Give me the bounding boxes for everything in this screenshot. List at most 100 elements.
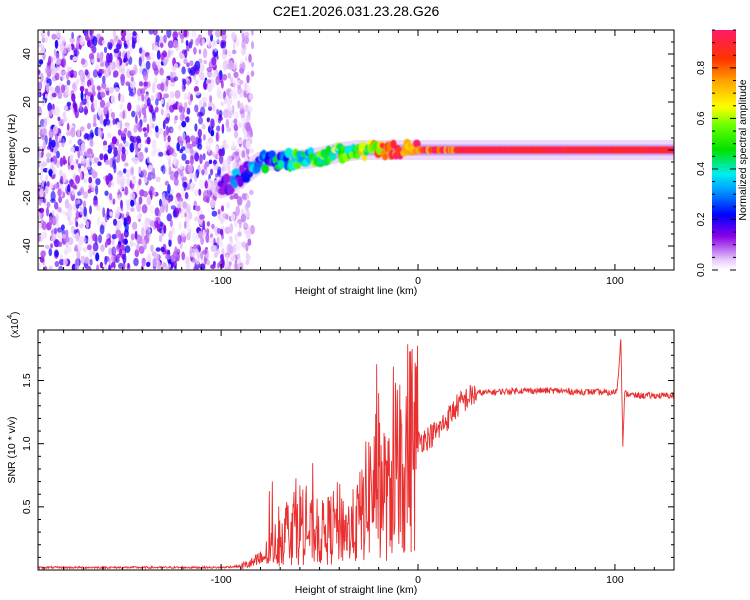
noise-speckle — [41, 99, 46, 107]
noise-speckle — [155, 98, 159, 106]
y-tick-label: -40 — [21, 238, 33, 253]
track-blob — [284, 147, 293, 158]
noise-speckle — [64, 229, 69, 237]
noise-speckle — [215, 173, 219, 178]
noise-speckle — [244, 31, 250, 38]
noise-speckle — [227, 108, 234, 119]
colorbar-tick-label: 0.2 — [696, 212, 707, 226]
noise-speckle — [236, 196, 243, 206]
noise-speckle — [215, 131, 219, 142]
noise-speckle — [89, 258, 93, 266]
noise-speckle — [64, 85, 70, 96]
noise-speckle — [163, 224, 167, 234]
noise-speckle — [186, 232, 191, 241]
noise-speckle — [247, 238, 252, 246]
noise-speckle — [57, 188, 62, 197]
noise-speckle — [166, 213, 172, 222]
noise-speckle — [146, 229, 151, 239]
noise-speckle — [105, 175, 110, 186]
noise-speckle — [83, 134, 87, 140]
noise-speckle — [157, 59, 161, 66]
noise-speckle — [129, 44, 133, 53]
noise-speckle — [50, 198, 56, 203]
y-tick-label: 0 — [21, 147, 33, 153]
noise-speckle — [41, 231, 48, 239]
noise-speckle — [197, 128, 202, 138]
noise-speckle — [58, 196, 62, 204]
noise-speckle — [51, 109, 56, 116]
noise-speckle — [230, 77, 233, 84]
noise-speckle — [111, 136, 117, 145]
noise-speckle — [89, 249, 93, 258]
noise-speckle — [246, 74, 250, 84]
noise-speckle — [104, 190, 109, 196]
noise-speckle — [131, 179, 137, 185]
noise-speckle — [79, 101, 83, 112]
noise-speckle — [82, 247, 88, 252]
noise-speckle — [80, 150, 83, 157]
noise-speckle — [248, 93, 254, 100]
noise-speckle — [87, 236, 94, 245]
noise-speckle — [131, 242, 137, 247]
noise-speckle — [200, 251, 204, 260]
noise-speckle — [118, 65, 123, 74]
noise-speckle — [245, 209, 251, 218]
noise-speckle — [93, 113, 97, 124]
noise-speckle — [65, 242, 69, 248]
noise-speckle — [88, 157, 92, 162]
noise-speckle — [186, 62, 190, 67]
noise-speckle — [199, 154, 203, 165]
noise-speckle — [121, 146, 126, 154]
noise-speckle — [189, 155, 194, 166]
noise-speckle — [141, 239, 146, 246]
noise-speckle — [218, 148, 223, 157]
noise-speckle — [80, 255, 86, 265]
noise-speckle — [158, 128, 163, 135]
noise-speckle — [233, 220, 238, 228]
noise-speckle — [197, 138, 201, 144]
noise-speckle — [133, 257, 139, 267]
noise-speckle — [126, 68, 132, 79]
noise-speckle — [153, 67, 159, 76]
noise-speckle — [201, 38, 205, 45]
noise-speckle — [169, 71, 173, 80]
noise-speckle — [44, 244, 50, 250]
noise-speckle — [184, 221, 187, 229]
noise-speckle — [38, 42, 43, 48]
snr-plot: -100 0 100 0.5 1.0 1.5 Height of straight li… — [5, 312, 675, 596]
noise-speckle — [119, 248, 122, 256]
noise-speckle — [109, 174, 114, 181]
noise-speckle — [120, 30, 127, 38]
noise-speckle — [136, 34, 140, 43]
colorbar-axis: 0.0 0.2 0.4 0.6 0.8 — [696, 29, 736, 277]
noise-speckle — [246, 114, 250, 122]
noise-speckle — [194, 205, 201, 212]
noise-speckle — [212, 69, 218, 79]
noise-speckle — [75, 199, 79, 206]
noise-speckle — [53, 227, 58, 235]
noise-speckle — [122, 110, 126, 119]
snr-y-scale-close: ) — [10, 312, 21, 315]
noise-speckle — [163, 93, 170, 99]
noise-speckle — [203, 59, 207, 65]
noise-speckle — [93, 99, 98, 110]
noise-speckle — [217, 208, 221, 215]
noise-speckle — [92, 36, 98, 47]
noise-speckle — [89, 129, 94, 140]
noise-speckle — [64, 247, 69, 256]
noise-speckle — [88, 84, 92, 94]
noise-speckle — [95, 185, 99, 195]
noise-speckle — [138, 166, 142, 174]
noise-speckle — [77, 163, 82, 169]
noise-speckle — [116, 174, 122, 185]
noise-speckle — [62, 155, 66, 166]
noise-speckle — [244, 56, 248, 62]
noise-speckle — [48, 169, 53, 176]
noise-speckle — [249, 148, 254, 154]
noise-speckle — [92, 250, 96, 256]
noise-speckle — [181, 230, 186, 237]
noise-speckle — [185, 40, 189, 46]
noise-speckle — [68, 105, 71, 111]
noise-speckle — [84, 88, 89, 95]
noise-speckle — [59, 175, 64, 185]
